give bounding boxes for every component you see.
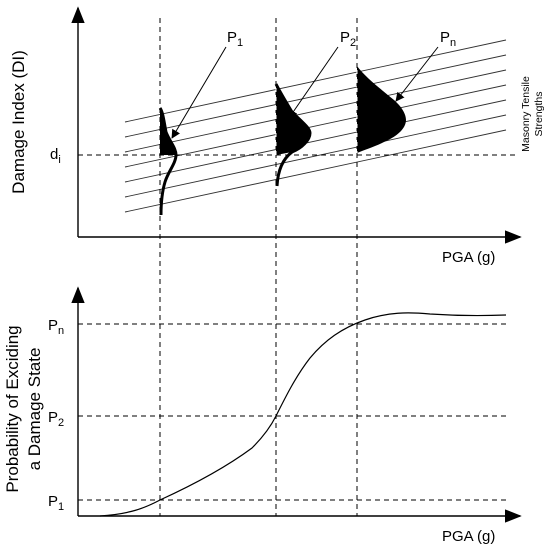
svg-text:P1: P1 <box>227 29 243 49</box>
tick-p2: P2 <box>48 409 64 429</box>
label-pn: Pn <box>395 29 456 102</box>
distribution-p2 <box>274 83 312 187</box>
label-p2: P2 <box>288 29 356 119</box>
svg-text:a Damage State: a Damage State <box>25 348 44 471</box>
fragility-curve <box>99 312 507 517</box>
svg-text:Probability of Exciding: Probability of Exciding <box>3 325 22 492</box>
distribution-pn <box>356 66 406 153</box>
tensile-strength-lines <box>124 39 507 213</box>
svg-text:P2: P2 <box>340 29 356 49</box>
di-label: di <box>50 146 61 166</box>
label-p1: P1 <box>171 29 243 139</box>
top-y-axis-label: Damage Index (DI) <box>9 50 28 194</box>
tick-p1: P1 <box>48 493 64 513</box>
svg-text:Masonry Tensile: Masonry Tensile <box>520 76 532 152</box>
top-x-axis-label: PGA (g) <box>442 249 495 266</box>
top-panel: di P1 P2 Pn <box>9 6 545 516</box>
band-note: Masonry Tensile Strengths <box>520 76 545 152</box>
bottom-x-axis-label: PGA (g) <box>442 528 495 545</box>
bottom-y-axis-label: Probability of Exciding a Damage State <box>3 325 44 492</box>
svg-text:Pn: Pn <box>440 29 456 49</box>
tick-pn: Pn <box>48 317 64 337</box>
bottom-panel: Pn P2 P1 Probability of Exciding a Damag… <box>3 286 522 545</box>
svg-text:Strengths: Strengths <box>533 92 545 137</box>
distribution-p1 <box>158 107 178 216</box>
